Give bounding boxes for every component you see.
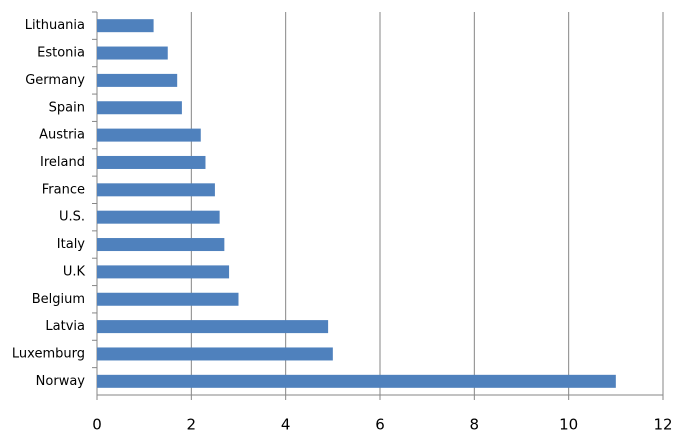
bar	[97, 292, 239, 306]
x-tick-label: 6	[375, 416, 385, 434]
y-tick-label: Latvia	[45, 319, 85, 334]
y-tick-label: Lithuania	[25, 18, 85, 33]
bar	[97, 374, 616, 388]
y-tick-label: Estonia	[37, 46, 85, 61]
y-tick-label: Italy	[57, 237, 86, 252]
x-tick-label: 10	[559, 416, 578, 434]
y-tick-label: France	[42, 182, 85, 197]
y-tick-label: U.K	[63, 264, 86, 279]
bar	[97, 155, 206, 169]
x-tick-label: 12	[653, 416, 672, 434]
bar	[97, 183, 215, 197]
bar	[97, 347, 333, 361]
bar	[97, 128, 201, 142]
x-tick-label: 8	[470, 416, 480, 434]
bar	[97, 46, 168, 60]
x-tick-label: 0	[92, 416, 102, 434]
x-tick-label: 2	[187, 416, 197, 434]
y-tick-label: U.S.	[59, 210, 85, 225]
bar	[97, 320, 329, 334]
bar	[97, 101, 182, 115]
y-tick-label: Germany	[25, 73, 85, 88]
x-tick-label: 4	[281, 416, 291, 434]
y-tick-label: Ireland	[40, 155, 85, 170]
bar	[97, 19, 154, 33]
y-tick-label: Austria	[39, 128, 85, 143]
y-tick-label: Belgium	[32, 292, 85, 307]
y-tick-label: Spain	[49, 100, 85, 115]
y-tick-label: Luxemburg	[12, 346, 85, 361]
bar	[97, 238, 225, 252]
bar	[97, 73, 178, 87]
bar	[97, 210, 220, 224]
bar	[97, 265, 230, 279]
y-tick-label: Norway	[36, 374, 86, 389]
